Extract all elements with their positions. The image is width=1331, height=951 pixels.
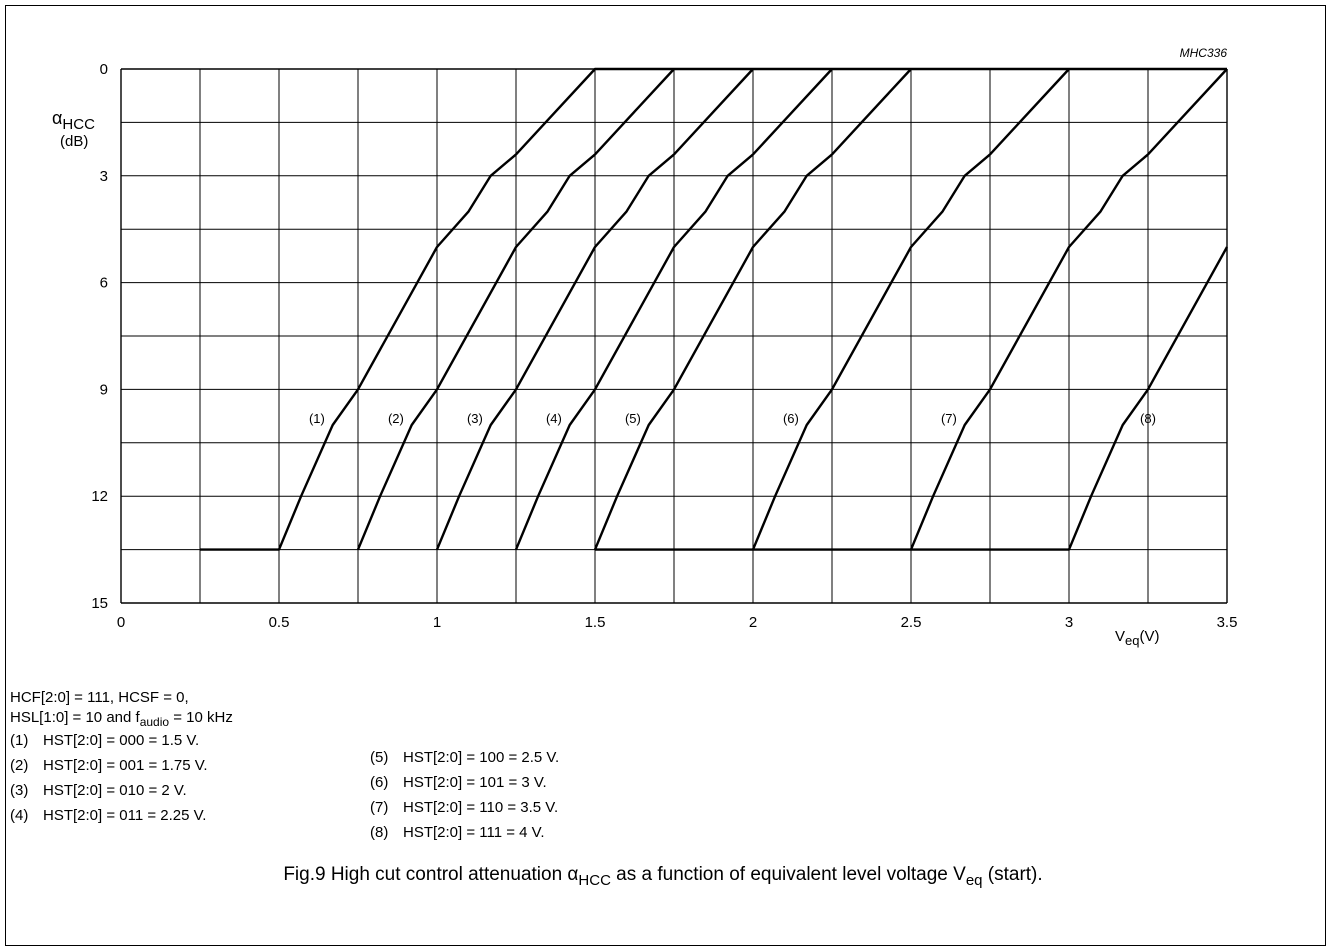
figure-code: MHC336 bbox=[1180, 46, 1228, 60]
y-tick-label: 12 bbox=[91, 488, 108, 505]
x-tick-label: 1.5 bbox=[585, 614, 606, 631]
x-label-main: V bbox=[1115, 628, 1125, 645]
notes-left: (1) HST[2:0] = 000 = 1.5 V. (2) HST[2:0] = … bbox=[10, 732, 208, 824]
x-tick-label: 3.5 bbox=[1217, 614, 1238, 631]
y-label-unit: (dB) bbox=[60, 133, 88, 150]
series-label-1: (1) bbox=[309, 411, 325, 426]
note-text: HST[2:0] = 011 = 2.25 V. bbox=[43, 807, 206, 824]
x-tick-label: 0 bbox=[117, 614, 125, 631]
series-label-4: (4) bbox=[546, 411, 562, 426]
figure-frame bbox=[5, 5, 1326, 946]
x-axis-label: Veq(V) bbox=[1115, 628, 1159, 648]
note-number: (7) bbox=[370, 799, 388, 816]
y-axis-label: αHCC (dB) bbox=[52, 108, 95, 150]
note-number: (3) bbox=[10, 782, 28, 799]
series-label-5: (5) bbox=[625, 411, 641, 426]
series-line-4 bbox=[514, 68, 833, 551]
series-line-5 bbox=[593, 68, 912, 551]
x-tick-label: 0.5 bbox=[269, 614, 290, 631]
svg-text:Veq(V): Veq(V) bbox=[1115, 628, 1159, 648]
note-text: HST[2:0] = 010 = 2 V. bbox=[43, 782, 187, 799]
y-tick-label: 3 bbox=[100, 168, 108, 185]
caption: Fig.9 High cut control attenuation αHCC … bbox=[283, 864, 1042, 889]
note-text: HST[2:0] = 001 = 1.75 V. bbox=[43, 757, 208, 774]
x-tick-label: 2 bbox=[749, 614, 757, 631]
note-number: (5) bbox=[370, 749, 388, 766]
note-text: HST[2:0] = 111 = 4 V. bbox=[403, 824, 544, 841]
note-number: (2) bbox=[10, 757, 28, 774]
y-label-sub: HCC bbox=[62, 116, 95, 133]
series-label-2: (2) bbox=[388, 411, 404, 426]
x-tick-label: 1 bbox=[433, 614, 441, 631]
note-number: (6) bbox=[370, 774, 388, 791]
y-tick-label: 9 bbox=[100, 381, 108, 398]
note-number: (8) bbox=[370, 824, 388, 841]
condition-line-2: HSL[1:0] = 10 and faudio = 10 kHz bbox=[10, 709, 233, 729]
series-label-8: (8) bbox=[1140, 411, 1156, 426]
y-tick-label: 15 bbox=[91, 595, 108, 612]
x-tick-label: 2.5 bbox=[901, 614, 922, 631]
y-tick-label: 6 bbox=[100, 275, 108, 292]
series-group: (1) (2) (3) (4) (5) (6) (7) (8) bbox=[200, 67, 1229, 551]
x-label-sub: eq bbox=[1125, 633, 1139, 648]
note-text: HST[2:0] = 110 = 3.5 V. bbox=[403, 799, 558, 816]
conditions: HCF[2:0] = 111, HCSF = 0, HSL[1:0] = 10 … bbox=[10, 689, 233, 729]
series-label-6: (6) bbox=[783, 411, 799, 426]
series-line-7 bbox=[909, 68, 1228, 551]
tick-labels: 0 0.5 1 1.5 2 2.5 3 3.5 0 3 6 9 12 15 bbox=[91, 61, 1237, 631]
series-line-3 bbox=[435, 68, 754, 551]
notes-right: (5) HST[2:0] = 100 = 2.5 V. (6) HST[2:0] = … bbox=[370, 749, 559, 841]
y-tick-label: 0 bbox=[100, 61, 108, 78]
note-number: (4) bbox=[10, 807, 28, 824]
x-label-unit: (V) bbox=[1139, 628, 1159, 645]
series-label-7: (7) bbox=[941, 411, 957, 426]
series-line-8 bbox=[595, 246, 1229, 551]
series-line-6 bbox=[751, 68, 1070, 551]
note-text: HST[2:0] = 000 = 1.5 V. bbox=[43, 732, 199, 749]
note-text: HST[2:0] = 101 = 3 V. bbox=[403, 774, 547, 791]
note-number: (1) bbox=[10, 732, 28, 749]
x-tick-label: 3 bbox=[1065, 614, 1073, 631]
note-text: HST[2:0] = 100 = 2.5 V. bbox=[403, 749, 559, 766]
condition-line-1: HCF[2:0] = 111, HCSF = 0, bbox=[10, 689, 189, 706]
grid bbox=[120, 68, 1228, 604]
series-line-1 bbox=[200, 67, 1227, 551]
svg-text:αHCC: αHCC bbox=[52, 108, 95, 133]
y-label-symbol: α bbox=[52, 108, 62, 128]
series-label-3: (3) bbox=[467, 411, 483, 426]
series-line-2 bbox=[356, 68, 675, 551]
